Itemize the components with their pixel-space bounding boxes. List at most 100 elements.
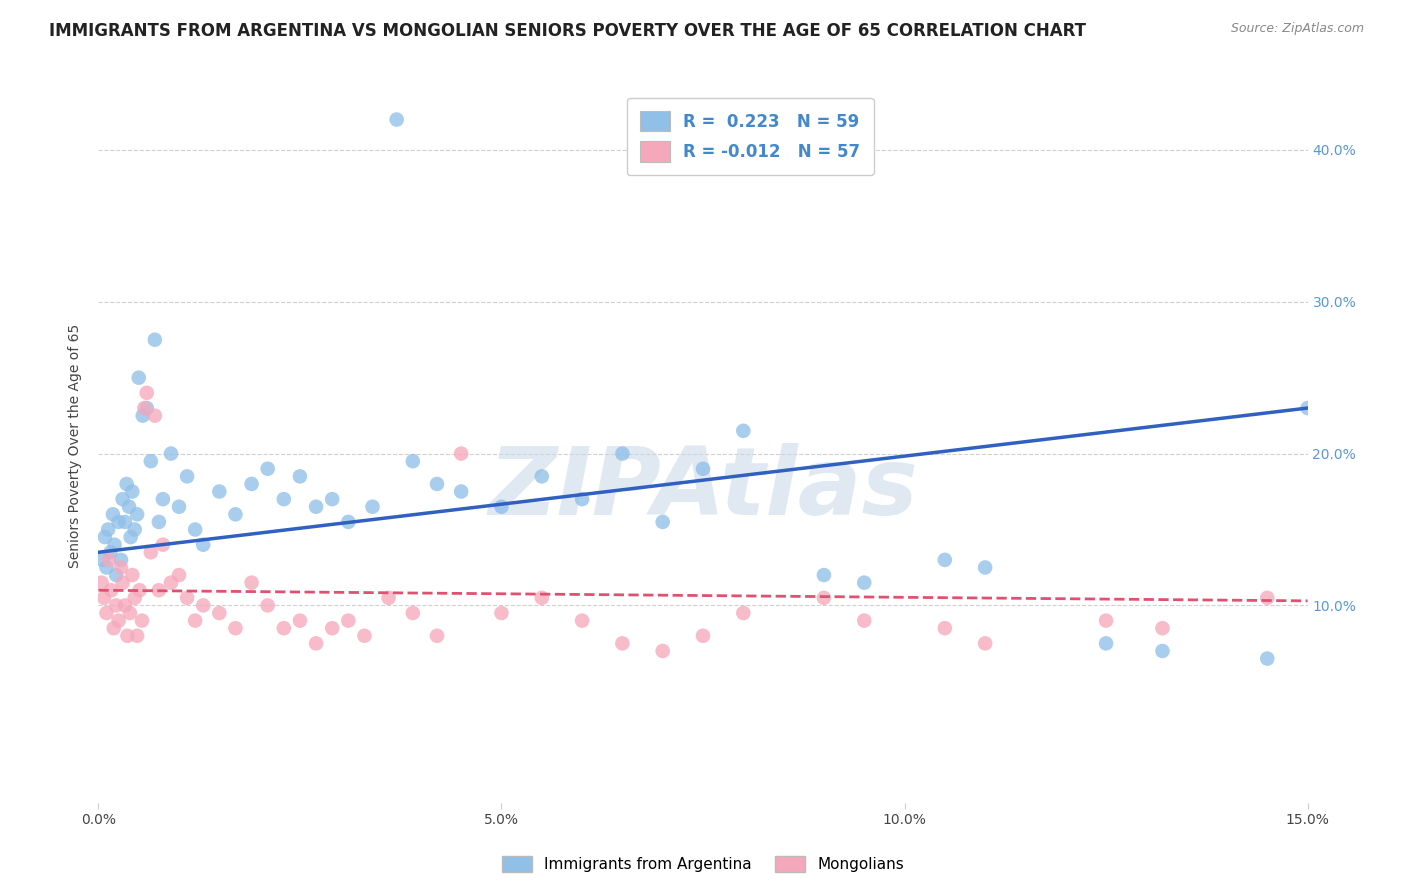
Point xyxy=(974,636,997,650)
Point xyxy=(93,591,115,605)
Point xyxy=(160,447,183,461)
Point xyxy=(402,606,425,620)
Point xyxy=(118,500,141,514)
Point xyxy=(337,515,360,529)
Point xyxy=(152,492,174,507)
Point xyxy=(105,599,128,613)
Legend: Immigrants from Argentina, Mongolians: Immigrants from Argentina, Mongolians xyxy=(494,848,912,880)
Point xyxy=(1256,651,1278,665)
Point xyxy=(105,568,128,582)
Point xyxy=(934,621,956,635)
Point xyxy=(571,614,593,628)
Point xyxy=(91,553,114,567)
Point xyxy=(361,500,384,514)
Point xyxy=(240,575,263,590)
Point xyxy=(1256,591,1278,605)
Point xyxy=(1152,644,1174,658)
Point xyxy=(100,545,122,559)
Point xyxy=(176,591,198,605)
Point xyxy=(813,568,835,582)
Point xyxy=(97,523,120,537)
Point xyxy=(1095,636,1118,650)
Point xyxy=(127,629,149,643)
Point xyxy=(612,636,634,650)
Point xyxy=(321,492,343,507)
Point xyxy=(491,500,513,514)
Point xyxy=(385,112,408,127)
Point xyxy=(103,621,125,635)
Point xyxy=(94,530,117,544)
Point xyxy=(193,599,215,613)
Point xyxy=(139,454,162,468)
Point xyxy=(692,462,714,476)
Point xyxy=(143,333,166,347)
Point xyxy=(139,545,162,559)
Point xyxy=(853,575,876,590)
Point xyxy=(117,629,139,643)
Point xyxy=(426,629,449,643)
Point xyxy=(273,492,295,507)
Point xyxy=(134,401,156,415)
Point xyxy=(167,500,190,514)
Point xyxy=(97,553,120,567)
Point xyxy=(96,560,118,574)
Point xyxy=(1095,614,1118,628)
Point xyxy=(148,515,170,529)
Point xyxy=(148,583,170,598)
Point xyxy=(426,477,449,491)
Point xyxy=(353,629,375,643)
Point xyxy=(100,583,122,598)
Point xyxy=(974,560,997,574)
Point xyxy=(115,477,138,491)
Legend: R =  0.223   N = 59, R = -0.012   N = 57: R = 0.223 N = 59, R = -0.012 N = 57 xyxy=(627,97,873,175)
Point xyxy=(692,629,714,643)
Point xyxy=(288,469,311,483)
Point xyxy=(184,523,207,537)
Point xyxy=(132,409,155,423)
Point xyxy=(273,621,295,635)
Point xyxy=(121,568,143,582)
Point xyxy=(240,477,263,491)
Point xyxy=(167,568,190,582)
Point xyxy=(193,538,215,552)
Point xyxy=(256,462,278,476)
Point xyxy=(1296,401,1319,415)
Point xyxy=(571,492,593,507)
Point xyxy=(224,508,246,522)
Point xyxy=(288,614,311,628)
Point xyxy=(124,591,146,605)
Point xyxy=(321,621,343,635)
Point xyxy=(111,575,134,590)
Point xyxy=(128,370,150,384)
Point xyxy=(128,583,150,598)
Point xyxy=(733,606,755,620)
Point xyxy=(934,553,956,567)
Point xyxy=(160,575,183,590)
Text: IMMIGRANTS FROM ARGENTINA VS MONGOLIAN SENIORS POVERTY OVER THE AGE OF 65 CORREL: IMMIGRANTS FROM ARGENTINA VS MONGOLIAN S… xyxy=(49,22,1087,40)
Point xyxy=(530,469,553,483)
Point xyxy=(131,614,153,628)
Point xyxy=(114,515,136,529)
Point xyxy=(208,484,231,499)
Point xyxy=(256,599,278,613)
Point xyxy=(96,606,118,620)
Point xyxy=(450,447,472,461)
Point xyxy=(184,614,207,628)
Point xyxy=(143,409,166,423)
Point xyxy=(305,500,328,514)
Point xyxy=(853,614,876,628)
Point xyxy=(124,523,146,537)
Point xyxy=(305,636,328,650)
Point xyxy=(114,599,136,613)
Point xyxy=(651,515,673,529)
Point xyxy=(118,606,141,620)
Point xyxy=(450,484,472,499)
Point xyxy=(135,401,157,415)
Point xyxy=(337,614,360,628)
Point xyxy=(110,560,132,574)
Point xyxy=(101,508,124,522)
Point xyxy=(530,591,553,605)
Point xyxy=(176,469,198,483)
Point xyxy=(111,492,134,507)
Point xyxy=(90,575,112,590)
